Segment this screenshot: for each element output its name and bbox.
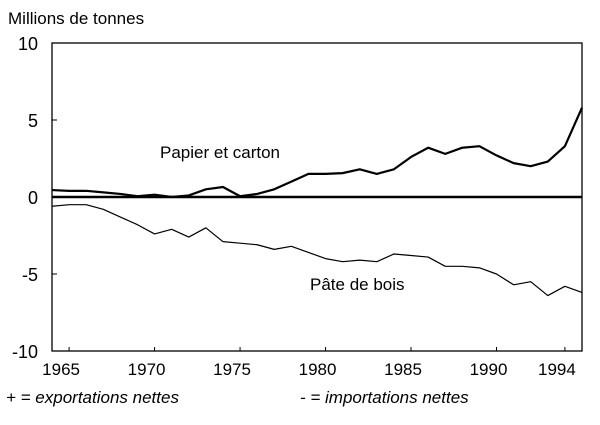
legend-imports: - = importations nettes — [300, 388, 469, 407]
x-tick-label: 1970 — [128, 360, 166, 379]
x-tick-label: 1985 — [384, 360, 422, 379]
x-tick-label: 1994 — [538, 360, 576, 379]
label-pate-de-bois: Pâte de bois — [310, 275, 405, 294]
x-tick-label: 1980 — [299, 360, 337, 379]
y-tick-label: -10 — [12, 342, 38, 362]
y-tick-label: 5 — [28, 111, 38, 131]
series-line-pate-de-bois — [51, 204, 583, 297]
x-tick-label: 1990 — [470, 360, 508, 379]
y-tick-label: 0 — [28, 188, 38, 208]
x-tick-label: 1975 — [213, 360, 251, 379]
x-tick-label: 1965 — [42, 360, 80, 379]
label-papier-et-carton: Papier et carton — [160, 143, 280, 162]
y-axis-title: Millions de tonnes — [8, 9, 144, 28]
y-tick-label: 10 — [18, 34, 38, 54]
y-tick-label: -5 — [22, 265, 38, 285]
series-line-papier-et-carton — [51, 107, 584, 199]
legend-exports: + = exportations nettes — [6, 388, 179, 407]
